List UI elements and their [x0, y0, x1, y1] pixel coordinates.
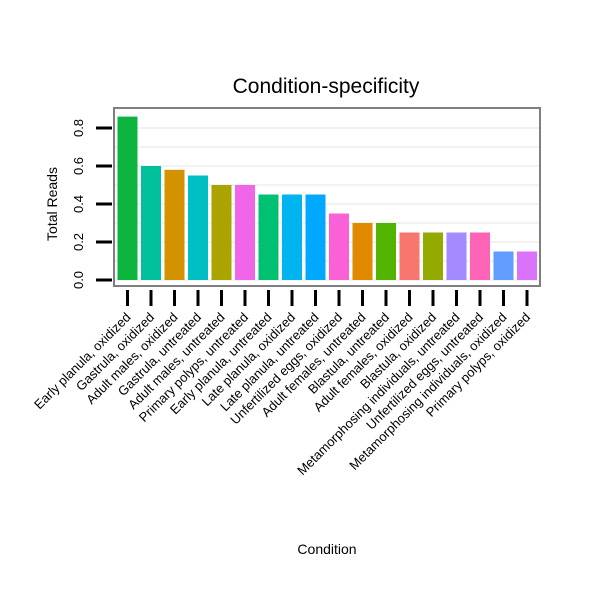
- bar: [493, 251, 514, 280]
- bar: [211, 185, 232, 280]
- chart-title: Condition-specificity: [233, 75, 420, 98]
- bar: [117, 116, 138, 280]
- plot-frame: [113, 107, 541, 287]
- y-tick-label: 0.8: [71, 119, 86, 137]
- y-tick-label: 0.4: [71, 195, 86, 213]
- y-tick-label: 0.2: [71, 233, 86, 251]
- bar: [470, 232, 490, 280]
- bars: [117, 116, 537, 280]
- bar: [282, 194, 302, 280]
- x-axis-label: Condition: [297, 541, 356, 557]
- bar: [517, 251, 537, 280]
- bar: [329, 213, 349, 280]
- y-axis: 0.0 0.2 0.4 0.6 0.8: [71, 119, 112, 289]
- bar: [376, 223, 396, 280]
- y-axis-label: Total Reads: [44, 167, 60, 241]
- y-tick-label: 0.0: [71, 271, 86, 289]
- y-tick-label: 0.6: [71, 157, 86, 175]
- bar: [164, 169, 185, 280]
- bar: [446, 232, 467, 280]
- grid-lines: [114, 127, 540, 281]
- bar: [423, 232, 443, 280]
- bar: [188, 175, 208, 280]
- bar: [141, 166, 161, 280]
- bar: [305, 194, 326, 280]
- bar: [352, 223, 373, 280]
- bar: [399, 232, 420, 280]
- bar: [235, 185, 255, 280]
- bar: [258, 194, 279, 280]
